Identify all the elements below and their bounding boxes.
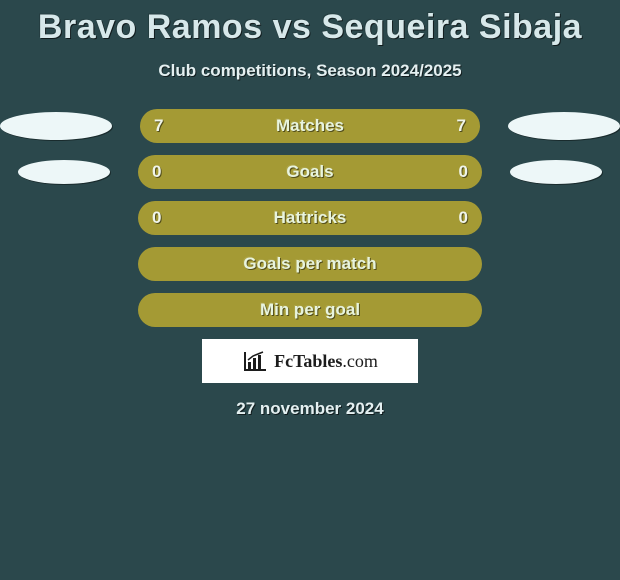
ellipse-left-0: [0, 112, 112, 140]
logo-main: Tables: [293, 351, 342, 371]
stat-value-left: 7: [154, 116, 163, 136]
stat-row-min-per-goal: Min per goal: [0, 293, 620, 327]
stat-label: Hattricks: [274, 208, 347, 228]
stat-label: Goals: [286, 162, 333, 182]
stat-value-right: 0: [459, 208, 468, 228]
logo-prefix: Fc: [274, 351, 293, 371]
stat-row-matches: 7 Matches 7: [0, 109, 620, 143]
stat-value-right: 0: [459, 162, 468, 182]
stat-label: Matches: [276, 116, 344, 136]
stat-label: Min per goal: [260, 300, 360, 320]
date-label: 27 november 2024: [0, 399, 620, 419]
ellipse-right-0: [508, 112, 620, 140]
stat-value-left: 0: [152, 208, 161, 228]
comparison-card: Bravo Ramos vs Sequeira Sibaja Club comp…: [0, 0, 620, 419]
stat-row-goals-per-match: Goals per match: [0, 247, 620, 281]
player2-name: Sequeira Sibaja: [321, 8, 582, 46]
subtitle: Club competitions, Season 2024/2025: [0, 61, 620, 81]
page-title: Bravo Ramos vs Sequeira Sibaja: [0, 8, 620, 47]
stat-bar: 0 Hattricks 0: [138, 201, 482, 235]
stat-bar: Goals per match: [138, 247, 482, 281]
stat-bar: 0 Goals 0: [138, 155, 482, 189]
stat-row-goals: 0 Goals 0: [0, 155, 620, 189]
ellipse-right-1: [510, 160, 602, 184]
stat-bar: 7 Matches 7: [140, 109, 480, 143]
player1-name: Bravo Ramos: [38, 8, 263, 46]
logo-text: FcTables.com: [274, 351, 378, 372]
logo-suffix: .com: [342, 351, 378, 371]
stat-bar: Min per goal: [138, 293, 482, 327]
bar-chart-icon: [242, 350, 268, 372]
stat-value-left: 0: [152, 162, 161, 182]
stat-value-right: 7: [457, 116, 466, 136]
stat-row-hattricks: 0 Hattricks 0: [0, 201, 620, 235]
logo-box: FcTables.com: [202, 339, 418, 383]
ellipse-left-1: [18, 160, 110, 184]
stat-label: Goals per match: [243, 254, 376, 274]
vs-label: vs: [273, 8, 312, 46]
